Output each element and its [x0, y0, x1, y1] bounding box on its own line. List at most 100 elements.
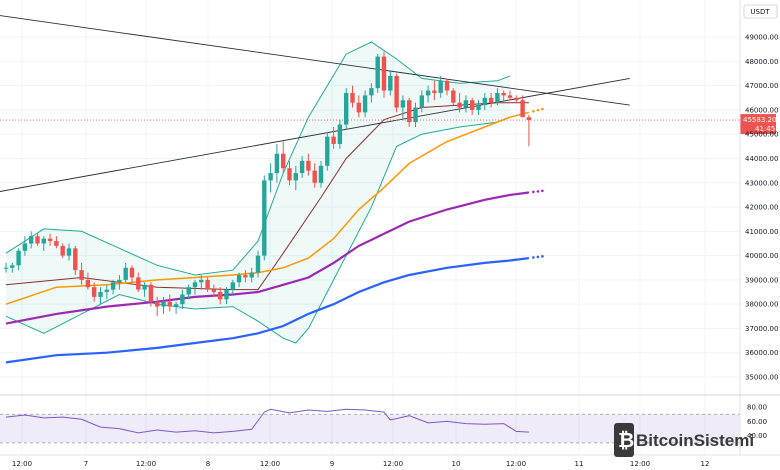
candle — [419, 90, 424, 113]
candle-body — [381, 56, 387, 91]
ema200-forecast-dot — [536, 255, 540, 259]
candle — [507, 90, 513, 101]
candle — [331, 126, 336, 149]
candle-body — [356, 102, 361, 113]
candle — [22, 236, 28, 256]
price-tick-label: 45000.00 — [745, 131, 778, 139]
price-tick-label: 43000.00 — [745, 179, 778, 187]
candle — [54, 236, 59, 249]
candle-body — [432, 90, 437, 93]
candle-body — [35, 236, 40, 244]
bollinger-bands — [5, 41, 529, 344]
time-tick-label: 12:00 — [506, 460, 526, 468]
currency-badge — [743, 4, 778, 19]
candle — [110, 279, 116, 295]
candle — [16, 248, 21, 271]
candle — [60, 243, 65, 259]
candle-body — [425, 90, 431, 96]
candle-body — [142, 284, 147, 290]
time-tick-label: 12:00 — [12, 460, 32, 468]
trendline-upper — [0, 15, 630, 106]
candle — [35, 233, 40, 246]
candle-body — [268, 173, 273, 181]
candle-body — [186, 287, 191, 295]
candle — [79, 262, 84, 285]
candle — [312, 163, 317, 188]
candle — [488, 92, 494, 108]
candle-body — [501, 92, 506, 96]
price-tick-label: 42000.00 — [745, 204, 778, 212]
candle — [306, 153, 311, 176]
candle — [73, 245, 78, 276]
candle — [520, 95, 525, 118]
candle — [293, 165, 298, 191]
candle-body — [66, 248, 72, 256]
candle — [230, 279, 235, 295]
candle-body — [526, 117, 532, 121]
candle-body — [287, 168, 292, 181]
candle — [400, 95, 406, 120]
candle-body — [482, 97, 487, 106]
candle-body — [136, 277, 141, 290]
ema200-forecast-dot — [541, 255, 544, 258]
candle — [432, 80, 437, 101]
candle-body — [362, 95, 368, 113]
candle-body — [375, 56, 380, 89]
candle — [136, 272, 141, 293]
candle — [514, 95, 519, 103]
candle — [92, 282, 97, 302]
candle — [407, 97, 412, 127]
candle-body — [331, 136, 336, 144]
candle-body — [274, 153, 280, 174]
candle — [413, 102, 418, 127]
candle-body — [60, 245, 65, 256]
time-tick-label: 8 — [206, 460, 210, 468]
price-tick-label: 44000.00 — [745, 155, 778, 163]
candle — [41, 236, 46, 251]
candle-body — [243, 275, 248, 278]
ema100-line — [5, 191, 530, 325]
time-tick-label: 12:00 — [136, 460, 156, 468]
candle-body — [180, 294, 185, 305]
price-tick-label: 46000.00 — [745, 106, 778, 114]
candle-body — [110, 282, 116, 290]
candle — [224, 287, 229, 305]
candle — [325, 131, 330, 171]
ema50-forecast-dot — [541, 107, 544, 111]
candle — [375, 54, 380, 93]
candle-body — [123, 267, 128, 280]
candle — [438, 75, 443, 98]
price-tick-label: 48000.00 — [745, 58, 778, 66]
candle-body — [350, 92, 355, 103]
price-tick-label: 41000.00 — [745, 228, 778, 236]
candle-body — [514, 97, 519, 101]
candle-body — [47, 238, 53, 242]
currency-label: USDT — [750, 8, 770, 16]
trendline-lower — [0, 77, 630, 192]
candle-body — [507, 95, 513, 98]
rsi-tick-label: 60.00 — [747, 418, 767, 426]
candle — [281, 141, 286, 174]
candle — [180, 289, 185, 310]
candle — [104, 284, 109, 300]
candle-body — [29, 236, 34, 244]
candle-body — [148, 284, 154, 302]
candle — [381, 51, 387, 98]
candle-body — [54, 241, 59, 246]
price-axis[interactable]: 49000.00 48000.00 47000.00 46000.00 45000.00… — [739, 0, 778, 455]
time-axis[interactable]: 12:00 7 12:00 8 12:00 9 12:00 10 12:00 11 12:00 12 — [0, 454, 780, 468]
candle — [10, 262, 15, 273]
candle — [3, 262, 9, 273]
candle — [173, 301, 179, 314]
time-tick-label: 9 — [330, 460, 334, 468]
candle — [495, 88, 500, 106]
candle-body — [438, 80, 443, 93]
candle — [268, 163, 273, 193]
price-tick-label: 38000.00 — [745, 301, 778, 309]
candle — [29, 231, 34, 249]
ema100-forecast-dot — [536, 190, 540, 193]
candle — [262, 175, 267, 261]
price-tick-label: 37000.00 — [745, 325, 778, 333]
candle — [161, 296, 166, 314]
